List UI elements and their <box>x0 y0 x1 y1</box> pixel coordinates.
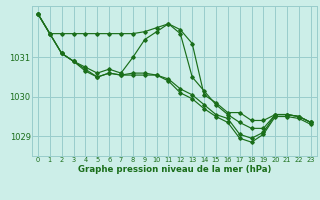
X-axis label: Graphe pression niveau de la mer (hPa): Graphe pression niveau de la mer (hPa) <box>78 165 271 174</box>
